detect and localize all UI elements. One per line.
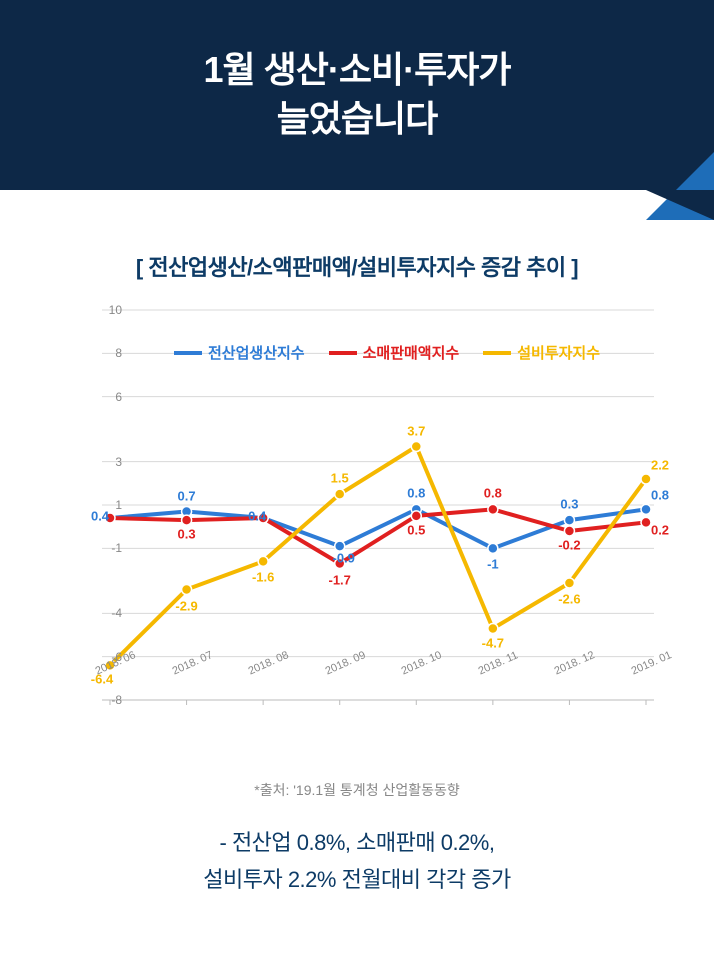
summary-line-2: 설비투자 2.2% 전월대비 각각 증가 xyxy=(203,867,510,892)
legend-swatch xyxy=(483,351,511,355)
data-point-label: 2.2 xyxy=(651,458,669,473)
data-point-label: 0.4 xyxy=(248,509,266,524)
data-point-label: 0.8 xyxy=(484,486,502,501)
data-point-label: 0.8 xyxy=(407,486,425,501)
chart-area: -8-6-4-11368102018. 062018. 072018. 0820… xyxy=(72,310,654,750)
data-point-label: 3.7 xyxy=(407,423,425,438)
data-point-label: 0.3 xyxy=(178,527,196,542)
y-axis-label: -1 xyxy=(100,541,122,555)
legend-label: 전산업생산지수 xyxy=(208,342,305,363)
data-point-label: 0.7 xyxy=(178,488,196,503)
title-line-2: 늘었습니다 xyxy=(277,98,438,139)
chart-legend: 전산업생산지수 소매판매액지수 설비투자지수 xyxy=(174,342,600,363)
legend-swatch xyxy=(174,351,202,355)
data-point-label: -1.6 xyxy=(252,570,274,585)
y-axis-label: -4 xyxy=(100,606,122,620)
data-point-label: -2.6 xyxy=(558,592,580,607)
legend-label: 소매판매액지수 xyxy=(363,342,460,363)
page-title: 1월 생산·소비·투자가 늘었습니다 xyxy=(204,46,511,143)
y-axis-label: 8 xyxy=(100,346,122,360)
y-axis-label: -8 xyxy=(100,693,122,707)
legend-item: 소매판매액지수 xyxy=(329,342,460,363)
data-point-label: -1.7 xyxy=(329,572,351,587)
data-point-label: -6.4 xyxy=(91,672,113,687)
y-axis-label: 6 xyxy=(100,390,122,404)
summary-text: - 전산업 0.8%, 소매판매 0.2%, 설비투자 2.2% 전월대비 각각… xyxy=(0,824,714,899)
legend-swatch xyxy=(329,351,357,355)
data-point-label: -2.9 xyxy=(175,598,197,613)
summary-line-1: - 전산업 0.8%, 소매판매 0.2%, xyxy=(220,830,495,855)
data-point-label: -4.7 xyxy=(482,635,504,650)
data-point-label: -1 xyxy=(487,557,499,572)
y-axis-label: 10 xyxy=(100,303,122,317)
data-point-label: 0.3 xyxy=(560,497,578,512)
header-band: 1월 생산·소비·투자가 늘었습니다 xyxy=(0,0,714,190)
data-point-label: 0.5 xyxy=(407,522,425,537)
legend-item: 설비투자지수 xyxy=(483,342,600,363)
chart-source: *출처: '19.1월 통계청 산업활동동향 xyxy=(0,780,714,800)
chart-title: [ 전산업생산/소액판매액/설비투자지수 증감 추이 ] xyxy=(0,250,714,282)
legend-label: 설비투자지수 xyxy=(517,342,600,363)
legend-item: 전산업생산지수 xyxy=(174,342,305,363)
title-line-1: 1월 생산·소비·투자가 xyxy=(204,49,511,90)
data-point-label: 0.2 xyxy=(651,523,669,538)
data-point-label: -0.2 xyxy=(558,538,580,553)
chart-plot: -8-6-4-11368102018. 062018. 072018. 0820… xyxy=(102,310,654,700)
data-point-label: 0.4 xyxy=(91,509,109,524)
data-point-label: -0.9 xyxy=(333,551,355,566)
data-point-label: 0.8 xyxy=(651,488,669,503)
y-axis-label: 3 xyxy=(100,455,122,469)
data-point-label: 1.5 xyxy=(331,471,349,486)
